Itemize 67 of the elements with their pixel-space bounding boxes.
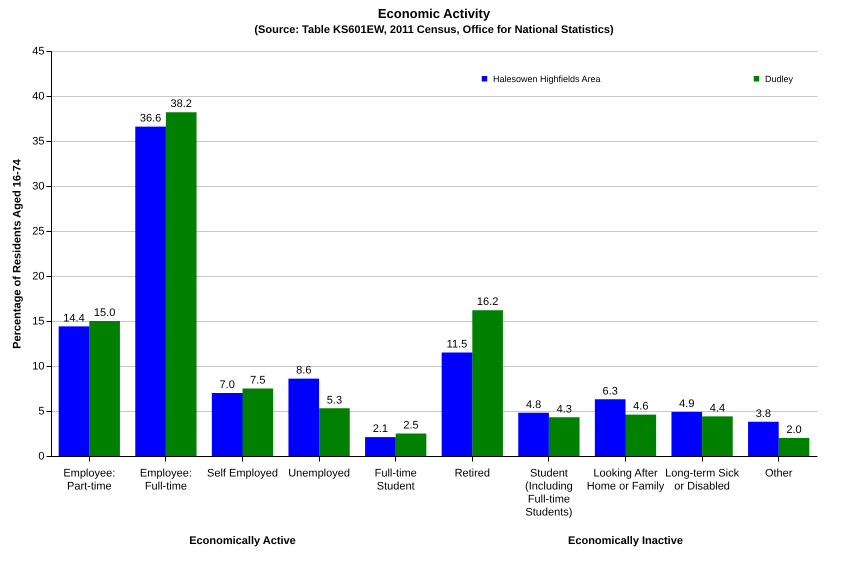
legend-label: Halesowen Highfields Area xyxy=(493,74,601,84)
data-label: 4.4 xyxy=(710,402,726,414)
x-tick-label: Employee: Part-time xyxy=(63,468,116,492)
bar xyxy=(594,399,626,456)
text: Economically Inactive xyxy=(568,535,683,547)
data-label: 4.8 xyxy=(526,398,542,411)
y-tick-label: 20 xyxy=(32,270,44,282)
bar xyxy=(396,434,426,456)
bar xyxy=(671,412,702,456)
bar xyxy=(778,438,810,456)
text: Economically Active xyxy=(189,535,296,547)
x-tick-label: Employee: Full-time xyxy=(140,468,192,492)
y-tick-label: 10 xyxy=(32,360,44,372)
x-tick-label: Long-term Sick or Disabled xyxy=(665,468,740,492)
x-tick-label: Student (Including Full-time Students) xyxy=(525,468,573,518)
y-tick-label: 30 xyxy=(32,180,44,192)
x-tick-label: Full-time Student xyxy=(374,468,417,492)
data-label: 2.0 xyxy=(786,424,802,436)
bar xyxy=(442,352,472,456)
x-tick-label: Other xyxy=(764,468,793,480)
bar xyxy=(748,422,779,456)
data-label: 8.6 xyxy=(296,364,312,377)
x-tick-label: Unemployed xyxy=(288,468,350,480)
bar xyxy=(166,112,197,456)
y-axis-title: Percentage of Residents Aged 16-74 xyxy=(11,158,24,349)
x-tick-label: Retired xyxy=(454,468,490,480)
x-tick-label: Self Employed xyxy=(207,468,278,480)
bar xyxy=(288,378,320,456)
data-label: 15.0 xyxy=(94,307,116,319)
y-tick-label: 15 xyxy=(32,316,44,328)
data-label: 14.4 xyxy=(63,312,85,324)
data-label: 4.6 xyxy=(633,400,648,413)
legend-label: Dudley xyxy=(765,74,794,84)
bar xyxy=(702,416,733,456)
data-label: 4.9 xyxy=(679,398,694,410)
chart-title: Economic Activity xyxy=(378,6,491,21)
data-label: 36.6 xyxy=(140,112,162,125)
bar xyxy=(518,412,549,456)
x-tick-label: Looking After Home or Family xyxy=(586,468,665,492)
data-label: 2.1 xyxy=(372,423,388,436)
data-label: 5.3 xyxy=(326,394,342,406)
bar xyxy=(319,408,350,456)
data-label: 2.5 xyxy=(403,420,419,432)
bar xyxy=(548,417,580,456)
data-label: 3.8 xyxy=(756,408,772,420)
data-label: 7.5 xyxy=(250,374,266,386)
data-label: 7.0 xyxy=(220,379,235,391)
bar xyxy=(135,126,166,456)
chart-subtitle: (Source: Table KS601EW, 2011 Census, Office for National Statistics) xyxy=(254,24,614,36)
data-label: 6.3 xyxy=(602,385,618,398)
bar xyxy=(212,393,242,456)
y-tick-label: 25 xyxy=(32,226,44,238)
y-tick-label: 35 xyxy=(32,136,44,148)
y-tick-label: 40 xyxy=(32,90,44,102)
y-tick-label: 45 xyxy=(32,46,44,58)
data-label: 11.5 xyxy=(446,338,468,350)
bar xyxy=(626,414,656,456)
y-tick-label: 0 xyxy=(38,450,44,462)
data-label: 16.2 xyxy=(476,296,498,308)
bar xyxy=(472,310,503,456)
bar xyxy=(242,388,274,456)
bar xyxy=(89,321,120,456)
bar xyxy=(365,437,396,456)
data-label: 38.2 xyxy=(170,98,192,110)
data-label: 4.3 xyxy=(556,403,572,416)
y-tick-label: 5 xyxy=(38,406,44,418)
bar xyxy=(58,326,90,456)
